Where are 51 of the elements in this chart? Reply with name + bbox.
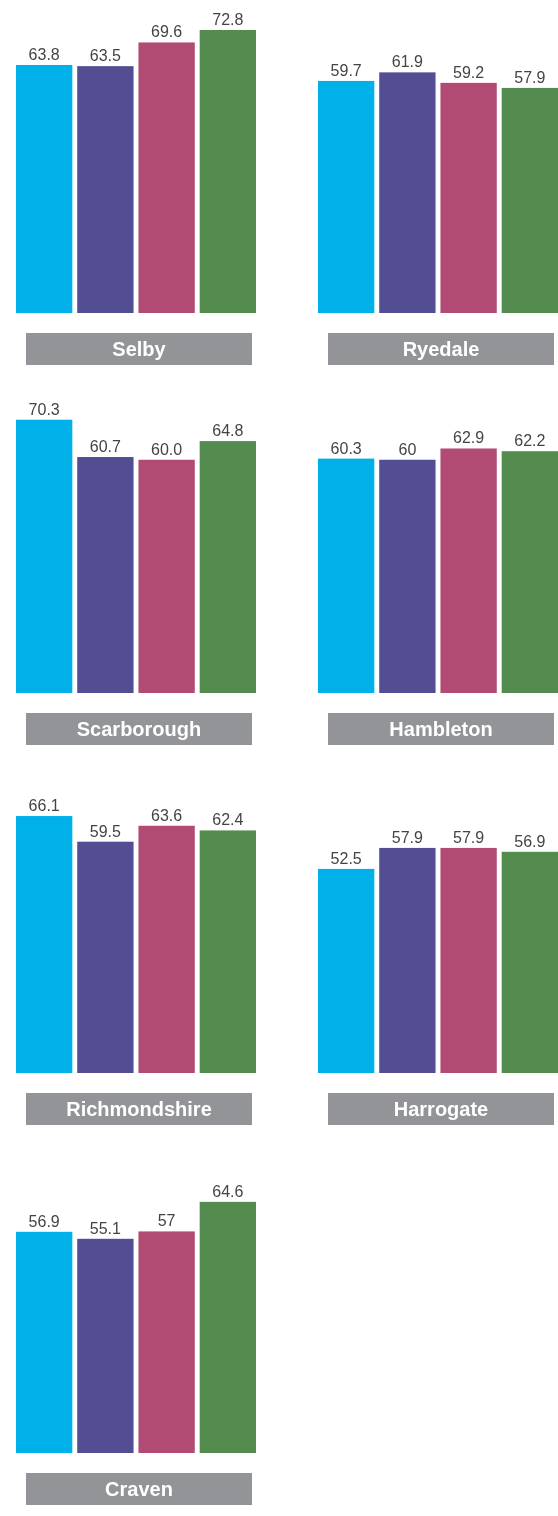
- data-label: 64.6: [212, 1182, 244, 1200]
- data-label: 61.9: [391, 53, 424, 71]
- data-label: 59.7: [330, 61, 362, 79]
- bar: [138, 825, 195, 1073]
- data-label: 56.9: [514, 832, 546, 850]
- data-label: 70.3: [28, 400, 60, 418]
- data-label: 62.4: [212, 811, 244, 829]
- data-label: 56.9: [28, 1212, 60, 1230]
- bar: [199, 830, 256, 1073]
- bar: [138, 1231, 195, 1453]
- data-label: 59.2: [453, 63, 485, 81]
- data-label: 62.9: [453, 429, 485, 447]
- bar: [199, 30, 256, 313]
- bar: [199, 1201, 256, 1453]
- data-label: 66.1: [28, 797, 60, 815]
- text: Ryedale: [402, 338, 480, 360]
- bar: [138, 459, 195, 693]
- data-label: 57.9: [453, 828, 485, 846]
- text: Richmondshire: [66, 1098, 212, 1120]
- data-label: 60: [398, 440, 417, 458]
- data-label: 60.7: [89, 438, 122, 456]
- bar: [16, 64, 73, 313]
- data-label: 69.6: [151, 23, 183, 41]
- data-label: 63.8: [28, 45, 60, 63]
- text: Craven: [105, 1478, 173, 1500]
- bar: [138, 42, 195, 313]
- bar: [16, 419, 73, 693]
- data-label: 57.9: [391, 828, 424, 846]
- text: Selby: [112, 338, 167, 360]
- text: Hambleton: [389, 718, 493, 740]
- data-label: 52.5: [330, 849, 362, 867]
- data-label: 72.8: [212, 11, 244, 28]
- text: Scarborough: [76, 718, 202, 740]
- data-label: 63.6: [151, 806, 183, 824]
- bar: [77, 1238, 134, 1453]
- data-label: 57: [157, 1212, 176, 1230]
- data-label: 62.2: [514, 432, 546, 450]
- bar: [16, 1231, 73, 1453]
- bar: [77, 457, 134, 693]
- data-label: 64.8: [212, 422, 244, 440]
- data-label: 59.5: [89, 822, 122, 840]
- bar: [77, 841, 134, 1073]
- bar: [199, 441, 256, 693]
- data-label: 57.9: [514, 68, 546, 86]
- data-label: 55.1: [89, 1219, 122, 1237]
- bar: [16, 816, 73, 1073]
- data-label: 63.5: [89, 47, 122, 65]
- data-label: 60.3: [330, 439, 362, 457]
- data-label: 60.0: [151, 440, 183, 458]
- bar: [77, 66, 134, 313]
- text: Harrogate: [393, 1098, 489, 1120]
